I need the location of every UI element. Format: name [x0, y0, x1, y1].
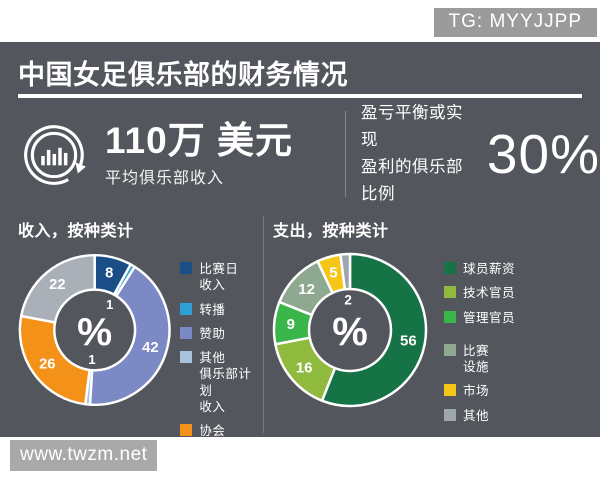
svg-text:22: 22: [49, 277, 65, 293]
svg-text:9: 9: [287, 316, 295, 333]
legend-swatch: [444, 408, 456, 421]
legend-swatch: [444, 384, 456, 397]
legend-swatch: [180, 424, 193, 436]
svg-text:%: %: [77, 310, 112, 354]
top-strip: TG: MYYJJPP: [0, 0, 600, 42]
legend-label: 球员薪资: [463, 262, 516, 276]
legend-label: 比赛 设施: [463, 343, 490, 374]
expense-chart-title: 支出，按种类计: [273, 223, 389, 240]
svg-text:56: 56: [400, 333, 417, 350]
expense-chart-section: 支出，按种类计 56 16 9 12 5 2% 球员薪资技术官员管理官员比赛 设施市场其他: [264, 208, 600, 437]
svg-text:1: 1: [106, 297, 114, 312]
stats-row: 110万 美元 平均俱乐部收入 盈亏平衡或实现 盈利的俱乐部比例 30%: [0, 102, 600, 206]
bar-chart-cycle-icon: [24, 125, 86, 185]
expense-donut-chart: 56 16 9 12 52%: [272, 252, 428, 408]
legend-label: 比赛日 收入: [199, 262, 239, 293]
main-panel: 中国女足俱乐部的财务情况 110万 美元: [0, 42, 600, 462]
telegram-badge: TG: MYYJJPP: [433, 8, 597, 37]
legend-item: 比赛日 收入: [180, 261, 263, 294]
legend-swatch: [444, 286, 456, 299]
expense-chart-body: 56 16 9 12 5 2% 球员薪资技术官员管理官员比赛 设施市场其他: [264, 245, 600, 432]
legend-item: 技术官员: [444, 285, 515, 301]
income-donut-chart: 8 1 42 1 26 22%: [18, 253, 171, 406]
svg-text:42: 42: [142, 340, 158, 356]
legend-swatch: [180, 351, 193, 363]
income-chart-title: 收入，按种类计: [18, 223, 134, 240]
legend-label: 其他 俱乐部计划 收入: [199, 351, 252, 414]
svg-text:12: 12: [298, 281, 315, 298]
legend-swatch: [444, 310, 456, 323]
legend-label: 市场: [463, 384, 490, 399]
legend-label: 转播: [199, 302, 226, 317]
legend-swatch: [180, 326, 193, 339]
legend-swatch: [180, 302, 193, 315]
svg-text:16: 16: [296, 359, 313, 376]
svg-text:8: 8: [105, 265, 113, 281]
legend-item: 其他 俱乐部计划 收入: [180, 350, 263, 415]
average-income-text: 110万 美元 平均俱乐部收入: [105, 120, 293, 188]
svg-text:1: 1: [88, 352, 96, 367]
legend-item: 转播: [180, 302, 263, 318]
svg-text:%: %: [332, 310, 368, 354]
legend-label: 管理官员: [463, 310, 516, 325]
bottom-strip: www.twzm.net: [0, 437, 600, 480]
stats-divider: [345, 111, 346, 197]
expense-legend: 球员薪资技术官员管理官员比赛 设施市场其他: [444, 261, 515, 432]
legend-item: 赞助: [180, 326, 263, 342]
legend-item: 球员薪资: [444, 261, 515, 277]
average-income-stat: 110万 美元 平均俱乐部收入: [0, 102, 345, 206]
breakeven-stat: 盈亏平衡或实现 盈利的俱乐部比例 30%: [346, 102, 600, 206]
charts-divider: [263, 216, 264, 433]
watermark: www.twzm.net: [10, 440, 158, 471]
legend-label: 赞助: [199, 326, 226, 341]
average-income-value: 110万 美元: [105, 120, 293, 162]
legend-item: 比赛 设施: [444, 343, 515, 376]
page-title: 中国女足俱乐部的财务情况: [18, 60, 348, 90]
legend-item: 协会: [180, 423, 263, 439]
legend-item: 管理官员: [444, 310, 515, 326]
svg-text:26: 26: [39, 356, 55, 372]
legend-swatch: [444, 343, 456, 356]
breakeven-label: 盈亏平衡或实现 盈利的俱乐部比例: [361, 103, 463, 204]
svg-text:5: 5: [329, 264, 337, 281]
breakeven-value: 30%: [486, 123, 600, 185]
legend-label: 协会: [199, 424, 226, 438]
legend-swatch: [444, 262, 456, 274]
charts-row: 收入，按种类计 8 1 42 1 26 22% 比赛日 收入转播赞助其他 俱乐部计划 收入…: [0, 208, 600, 462]
average-income-label: 平均俱乐部收入: [105, 169, 225, 187]
legend-item: 市场: [444, 383, 515, 399]
income-chart-section: 收入，按种类计 8 1 42 1 26 22% 比赛日 收入转播赞助其他 俱乐部计划 收入…: [0, 208, 263, 462]
legend-label: 技术官员: [463, 286, 516, 301]
svg-text:2: 2: [344, 293, 352, 308]
legend-item: 其他: [444, 408, 515, 424]
legend-label: 其他: [463, 408, 490, 423]
legend-swatch: [180, 262, 193, 274]
title-underline: [18, 94, 582, 98]
